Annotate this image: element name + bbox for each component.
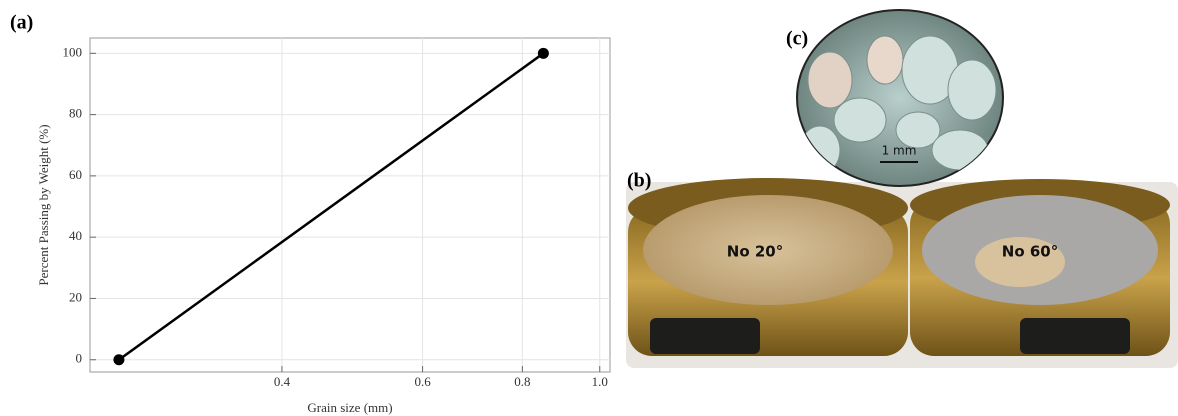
y-tick-label: 40	[69, 228, 82, 243]
y-tick-label: 0	[76, 351, 83, 366]
scale-label: 1 mm	[882, 144, 917, 158]
x-axis-label: Grain size (mm)	[307, 400, 392, 415]
panel-label: (c)	[786, 28, 808, 50]
x-tick-label: 0.8	[514, 374, 530, 389]
x-tick-label: 0.6	[414, 374, 431, 389]
y-tick-label: 100	[63, 44, 83, 59]
x-tick-label: 1.0	[592, 374, 608, 389]
y-tick-label: 60	[69, 167, 82, 182]
panel-label: (a)	[10, 12, 33, 34]
chart: 0 20 40 60 80 100 0.4 0.6 0.8 1.0	[63, 38, 610, 389]
grain-photo: 1 mm	[796, 9, 1004, 187]
x-tick-label: 0.4	[274, 374, 291, 389]
data-line	[118, 52, 545, 361]
panel-label: (b)	[627, 170, 651, 192]
photo-label: No 60°	[1002, 243, 1058, 261]
sieve-photo: No 20° No 60°	[626, 178, 1178, 368]
y-tick-label: 20	[69, 289, 82, 304]
data-point	[113, 354, 125, 366]
y-axis-label: Percent Passing by Weight (%)	[36, 124, 51, 285]
data-point	[537, 47, 549, 59]
photo-label: No 20°	[727, 243, 783, 261]
y-tick-label: 80	[69, 106, 82, 121]
plot-frame	[89, 37, 611, 373]
